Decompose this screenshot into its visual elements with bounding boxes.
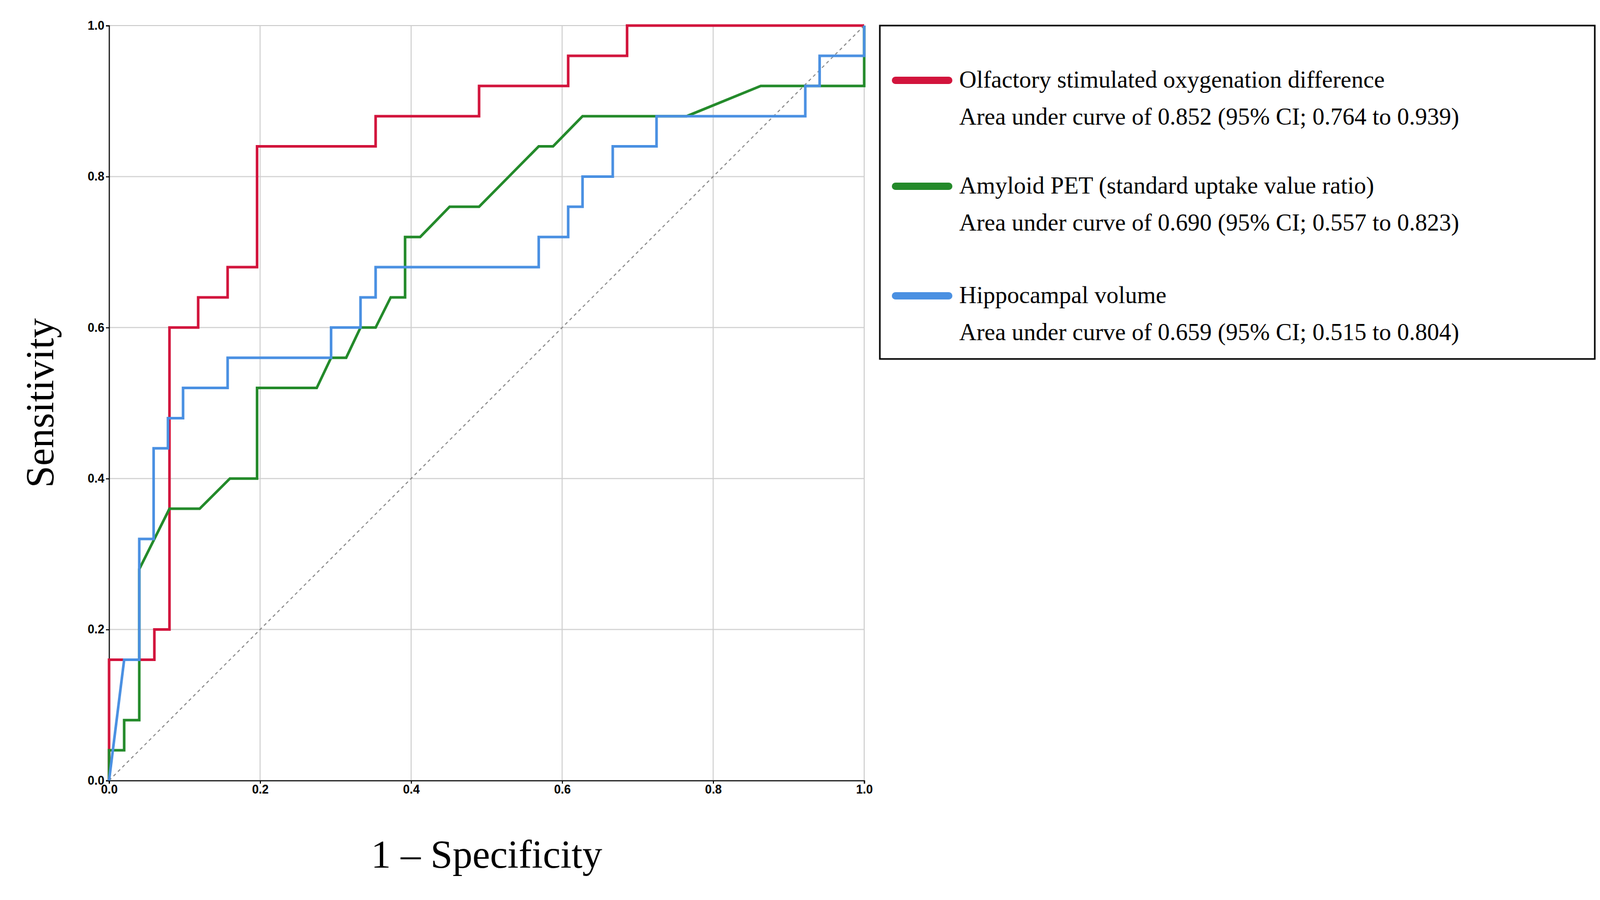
plot-lines <box>109 25 865 781</box>
grid <box>109 25 865 781</box>
axis-line <box>109 781 865 785</box>
tick-label: 0.8 <box>87 169 105 184</box>
legend-label: Hippocampal volume <box>959 281 1167 309</box>
tick-mark <box>105 327 110 329</box>
legend-swatch <box>895 292 949 300</box>
tick: 0.2 <box>87 622 110 637</box>
legend: Olfactory stimulated oxygenation differe… <box>879 25 1595 360</box>
tick-label: 0.6 <box>554 782 571 797</box>
tick-label: 0.2 <box>87 622 105 637</box>
legend-detail: Area under curve of 0.690 (95% CI; 0.557… <box>959 209 1460 236</box>
legend-label: Amyloid PET (standard uptake value ratio… <box>959 172 1375 199</box>
grid-line <box>410 25 412 781</box>
legend-swatch <box>895 76 949 85</box>
tick: 0.4 <box>402 780 420 797</box>
tick: 0.8 <box>87 169 110 184</box>
x-axis-title: 1 – Specificity <box>371 832 603 877</box>
grid-line <box>109 629 865 631</box>
tick: 0.4 <box>87 471 110 486</box>
grid-line <box>863 25 865 781</box>
chart: 0.00.20.40.60.81.00.00.20.40.60.81.01 – … <box>0 0 1600 900</box>
tick: 1.0 <box>856 780 874 797</box>
tick-label: 1.0 <box>856 782 874 797</box>
y-axis: 0.0 0.2 0.4 0.6 0.8 1.0 <box>87 18 110 788</box>
tick-mark <box>105 478 110 480</box>
tick-mark <box>105 176 110 178</box>
roc-curve <box>109 25 865 781</box>
tick-label: 0.8 <box>705 782 722 797</box>
grid-line <box>109 478 865 480</box>
tick: 0.6 <box>87 320 110 335</box>
legend-detail: Area under curve of 0.659 (95% CI; 0.515… <box>959 318 1460 346</box>
tick-label: 0.0 <box>87 773 105 788</box>
roc-curve <box>109 25 865 781</box>
tick: 1.0 <box>87 18 110 33</box>
legend-label: Olfactory stimulated oxygenation differe… <box>959 66 1385 93</box>
tick-label: 0.2 <box>252 782 269 797</box>
y-axis-title: Sensitivity <box>17 318 62 488</box>
grid-line <box>259 25 261 781</box>
grid-line <box>109 175 865 177</box>
legend-detail: Area under curve of 0.852 (95% CI; 0.764… <box>959 103 1460 130</box>
tick: 0.0 <box>87 773 110 788</box>
tick-mark <box>105 629 110 631</box>
legend-swatch <box>895 182 949 190</box>
tick: 0.8 <box>705 780 722 797</box>
roc-curve <box>109 25 865 781</box>
legend-box <box>879 25 1595 360</box>
tick-label: 0.4 <box>87 471 105 486</box>
grid-line <box>109 327 865 329</box>
x-axis: 0.00.20.40.60.81.0 <box>101 780 874 797</box>
tick: 0.2 <box>252 780 269 797</box>
tick-label: 0.6 <box>87 320 105 335</box>
grid-line <box>712 25 714 781</box>
tick-label: 1.0 <box>87 18 105 33</box>
tick: 0.6 <box>554 780 571 797</box>
tick-mark <box>105 25 110 27</box>
reference-line <box>109 25 865 781</box>
tick-label: 0.4 <box>402 782 420 797</box>
